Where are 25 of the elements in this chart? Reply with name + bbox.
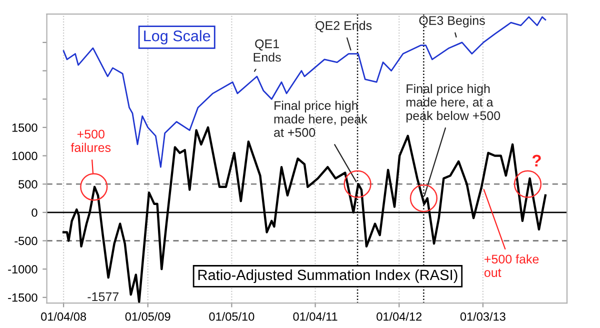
x-tick-label: 01/03/13 xyxy=(460,312,506,321)
annotation: ? xyxy=(532,154,541,166)
y-tick-label: 1000 xyxy=(12,152,38,160)
x-tick-label: 01/04/08 xyxy=(41,312,86,321)
y-tick-label: -500 xyxy=(14,236,38,246)
annotation: QE3 Begins xyxy=(419,16,485,28)
y-tick-label: 0 xyxy=(32,208,38,217)
y-tick-label: 1500 xyxy=(12,123,38,132)
y-tick-label: -1000 xyxy=(8,265,38,274)
annotation: Final price high made here, at a peak below +500 xyxy=(406,84,500,123)
line-series xyxy=(62,16,546,168)
x-tick-label: 01/04/11 xyxy=(293,312,338,321)
y-tick-label: -1500 xyxy=(8,293,38,302)
annotation: -1577 xyxy=(88,292,118,302)
annotation: QE1 Ends xyxy=(254,39,281,62)
x-tick-label: 01/04/12 xyxy=(376,312,422,321)
y-tick-label: 500 xyxy=(18,180,38,188)
annotation: +500 failures xyxy=(70,130,111,152)
x-tick-label: 01/05/10 xyxy=(209,312,254,321)
x-tick-label: 01/05/09 xyxy=(125,312,170,321)
annotation: QE2 Ends xyxy=(316,20,372,32)
annotation: Final price high made here, peak at +500 xyxy=(274,100,368,137)
text: Log Scale xyxy=(144,30,210,44)
annotation: +500 fake out xyxy=(484,254,539,278)
text: Ratio-Adjusted Summation Index (RASI) xyxy=(198,269,458,283)
